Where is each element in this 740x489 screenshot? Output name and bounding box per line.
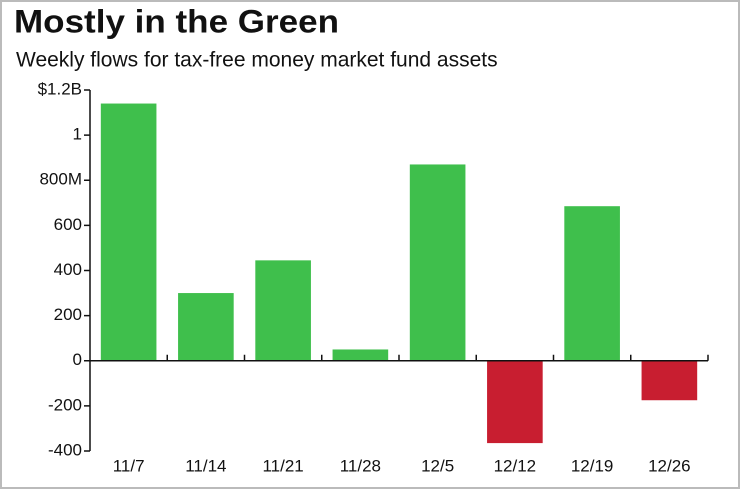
- y-tick-label: 200: [54, 305, 82, 324]
- chart-title: Mostly in the Green: [14, 3, 339, 39]
- y-tick-label: -400: [48, 440, 82, 459]
- y-tick-label: -200: [48, 395, 82, 414]
- y-tick-label: 600: [54, 215, 82, 234]
- x-tick-label: 12/12: [494, 456, 537, 475]
- bar: [178, 293, 234, 361]
- x-tick-label: 11/28: [340, 456, 381, 475]
- x-tick-label: 11/14: [185, 456, 226, 475]
- x-tick-label: 12/19: [571, 456, 614, 475]
- x-tick-label: 12/26: [648, 456, 691, 475]
- bar: [641, 360, 698, 401]
- bar: [332, 349, 389, 361]
- x-tick-label: 11/7: [113, 456, 145, 475]
- y-tick-label: 800M: [39, 170, 82, 189]
- bar: [255, 260, 311, 361]
- y-tick-label: 1: [73, 125, 82, 144]
- x-tick-label: 12/5: [421, 456, 454, 475]
- bar: [487, 360, 543, 444]
- x-tick-label: 11/21: [262, 456, 303, 475]
- chart-subtitle: Weekly flows for tax-free money market f…: [16, 49, 498, 72]
- y-tick-label: 0: [73, 350, 82, 369]
- bar: [409, 164, 466, 361]
- bar: [100, 103, 157, 361]
- y-tick-label: $1.2B: [38, 79, 82, 98]
- bar: [564, 206, 620, 361]
- y-tick-label: 400: [54, 260, 82, 279]
